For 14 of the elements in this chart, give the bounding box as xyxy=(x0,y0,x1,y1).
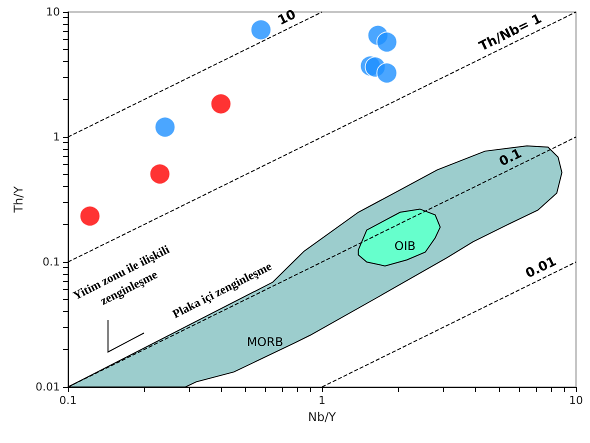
y-tick-label: 10 xyxy=(46,6,60,18)
x-tick-label: 10 xyxy=(569,394,583,407)
y-tick-label: 0.01 xyxy=(36,380,60,394)
y-axis-title: Th/Y xyxy=(12,186,26,214)
x-axis-title: Nb/Y xyxy=(308,410,337,424)
y-tick-label: 0.1 xyxy=(42,256,60,268)
x-tick-label: 1 xyxy=(318,394,326,407)
text: 10 xyxy=(276,7,299,29)
annotation: MORB xyxy=(246,335,284,349)
x-tick-label: 0.1 xyxy=(59,394,77,407)
text: 0.01 xyxy=(523,254,559,282)
text: 0.1 xyxy=(497,146,524,170)
annotation: OIB xyxy=(394,239,416,253)
y-tick-label: 1 xyxy=(53,130,60,144)
